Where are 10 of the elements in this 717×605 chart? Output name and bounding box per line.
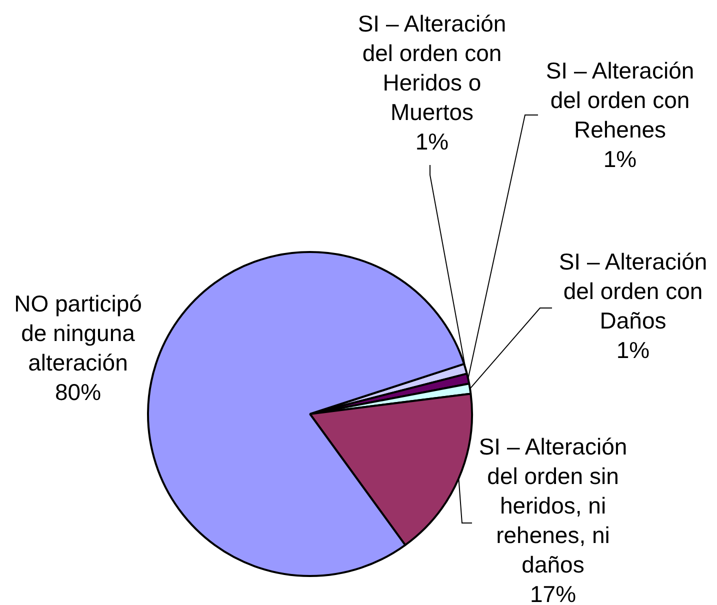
data-label: 17% <box>530 580 576 605</box>
slice-label: SI – Alteración del orden sin heridos, ni rehenes, ni daños <box>478 433 628 578</box>
data-label: 1% <box>616 336 650 363</box>
data-label: 80% <box>54 378 102 405</box>
slice-label: SI – Alteración del orden con Rehenes <box>546 57 694 142</box>
slice-label: NO participó de ninguna alteración <box>14 290 142 376</box>
data-label: 1% <box>603 146 637 172</box>
data-label: 1% <box>415 128 449 154</box>
slice-label: SI – Alteración del orden con Daños <box>558 248 708 334</box>
slice-label: SI – Alteración del orden con Heridos o Muertos <box>358 10 506 125</box>
